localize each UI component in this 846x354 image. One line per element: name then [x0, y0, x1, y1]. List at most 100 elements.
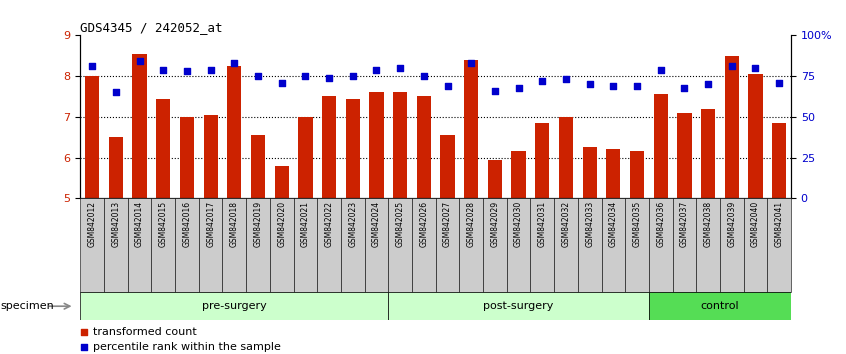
- Bar: [678, 113, 691, 198]
- Bar: [204, 115, 217, 198]
- Point: [441, 83, 454, 89]
- Point: [654, 67, 667, 73]
- Bar: [417, 96, 431, 198]
- Bar: [725, 56, 739, 198]
- Point: [251, 73, 265, 79]
- Point: [77, 345, 91, 350]
- Bar: [488, 160, 502, 198]
- Bar: [441, 135, 454, 198]
- Point: [583, 81, 596, 87]
- Point: [85, 63, 99, 69]
- Text: GSM842030: GSM842030: [514, 201, 523, 247]
- Point: [678, 85, 691, 90]
- Bar: [772, 123, 786, 198]
- Bar: [275, 166, 288, 198]
- Bar: [246, 198, 270, 292]
- Point: [559, 76, 573, 82]
- Bar: [157, 98, 170, 198]
- Point: [346, 73, 360, 79]
- Text: control: control: [700, 301, 739, 311]
- Point: [204, 67, 217, 73]
- Text: GSM842039: GSM842039: [728, 201, 736, 247]
- Bar: [507, 198, 530, 292]
- Bar: [128, 198, 151, 292]
- Text: GSM842033: GSM842033: [585, 201, 594, 247]
- Bar: [346, 98, 360, 198]
- Text: GSM842014: GSM842014: [135, 201, 144, 247]
- Bar: [744, 198, 767, 292]
- Bar: [133, 54, 146, 198]
- Bar: [222, 198, 246, 292]
- Bar: [388, 292, 649, 320]
- Bar: [322, 96, 336, 198]
- Point: [157, 67, 170, 73]
- Bar: [720, 198, 744, 292]
- Point: [772, 80, 786, 85]
- Text: GSM842027: GSM842027: [443, 201, 452, 247]
- Point: [512, 85, 525, 90]
- Point: [488, 88, 502, 93]
- Bar: [630, 152, 644, 198]
- Text: GDS4345 / 242052_at: GDS4345 / 242052_at: [80, 21, 222, 34]
- Bar: [749, 74, 762, 198]
- Text: specimen: specimen: [0, 301, 54, 311]
- Bar: [701, 109, 715, 198]
- Bar: [388, 198, 412, 292]
- Bar: [649, 292, 791, 320]
- Bar: [80, 292, 388, 320]
- Bar: [649, 198, 673, 292]
- Text: percentile rank within the sample: percentile rank within the sample: [93, 342, 281, 353]
- Text: GSM842018: GSM842018: [230, 201, 239, 247]
- Text: post-surgery: post-surgery: [483, 301, 554, 311]
- Text: GSM842021: GSM842021: [301, 201, 310, 247]
- Text: GSM842034: GSM842034: [609, 201, 618, 247]
- Text: GSM842016: GSM842016: [183, 201, 191, 247]
- Bar: [583, 147, 596, 198]
- Bar: [483, 198, 507, 292]
- Bar: [109, 137, 123, 198]
- Bar: [459, 198, 483, 292]
- Point: [464, 60, 478, 66]
- Text: GSM842040: GSM842040: [751, 201, 760, 247]
- Point: [701, 81, 715, 87]
- Point: [417, 73, 431, 79]
- Point: [749, 65, 762, 71]
- Point: [725, 63, 739, 69]
- Point: [322, 75, 336, 81]
- Point: [109, 90, 123, 95]
- Bar: [370, 92, 383, 198]
- Bar: [341, 198, 365, 292]
- Bar: [393, 92, 407, 198]
- Bar: [151, 198, 175, 292]
- Bar: [365, 198, 388, 292]
- Point: [299, 73, 312, 79]
- Bar: [554, 198, 578, 292]
- Text: GSM842031: GSM842031: [538, 201, 547, 247]
- Bar: [536, 123, 549, 198]
- Bar: [625, 198, 649, 292]
- Text: GSM842012: GSM842012: [88, 201, 96, 247]
- Text: GSM842029: GSM842029: [491, 201, 499, 247]
- Bar: [530, 198, 554, 292]
- Text: transformed count: transformed count: [93, 327, 197, 337]
- Text: GSM842026: GSM842026: [420, 201, 428, 247]
- Text: GSM842024: GSM842024: [372, 201, 381, 247]
- Bar: [607, 149, 620, 198]
- Point: [228, 60, 241, 66]
- Text: GSM842025: GSM842025: [396, 201, 404, 247]
- Bar: [270, 198, 294, 292]
- Text: GSM842015: GSM842015: [159, 201, 168, 247]
- Point: [370, 67, 383, 73]
- Bar: [602, 198, 625, 292]
- Text: pre-surgery: pre-surgery: [202, 301, 266, 311]
- Bar: [767, 198, 791, 292]
- Text: GSM842032: GSM842032: [562, 201, 570, 247]
- Text: GSM842023: GSM842023: [349, 201, 357, 247]
- Bar: [294, 198, 317, 292]
- Bar: [299, 117, 312, 198]
- Point: [77, 329, 91, 335]
- Bar: [180, 117, 194, 198]
- Bar: [464, 60, 478, 198]
- Point: [133, 59, 146, 64]
- Point: [630, 83, 644, 89]
